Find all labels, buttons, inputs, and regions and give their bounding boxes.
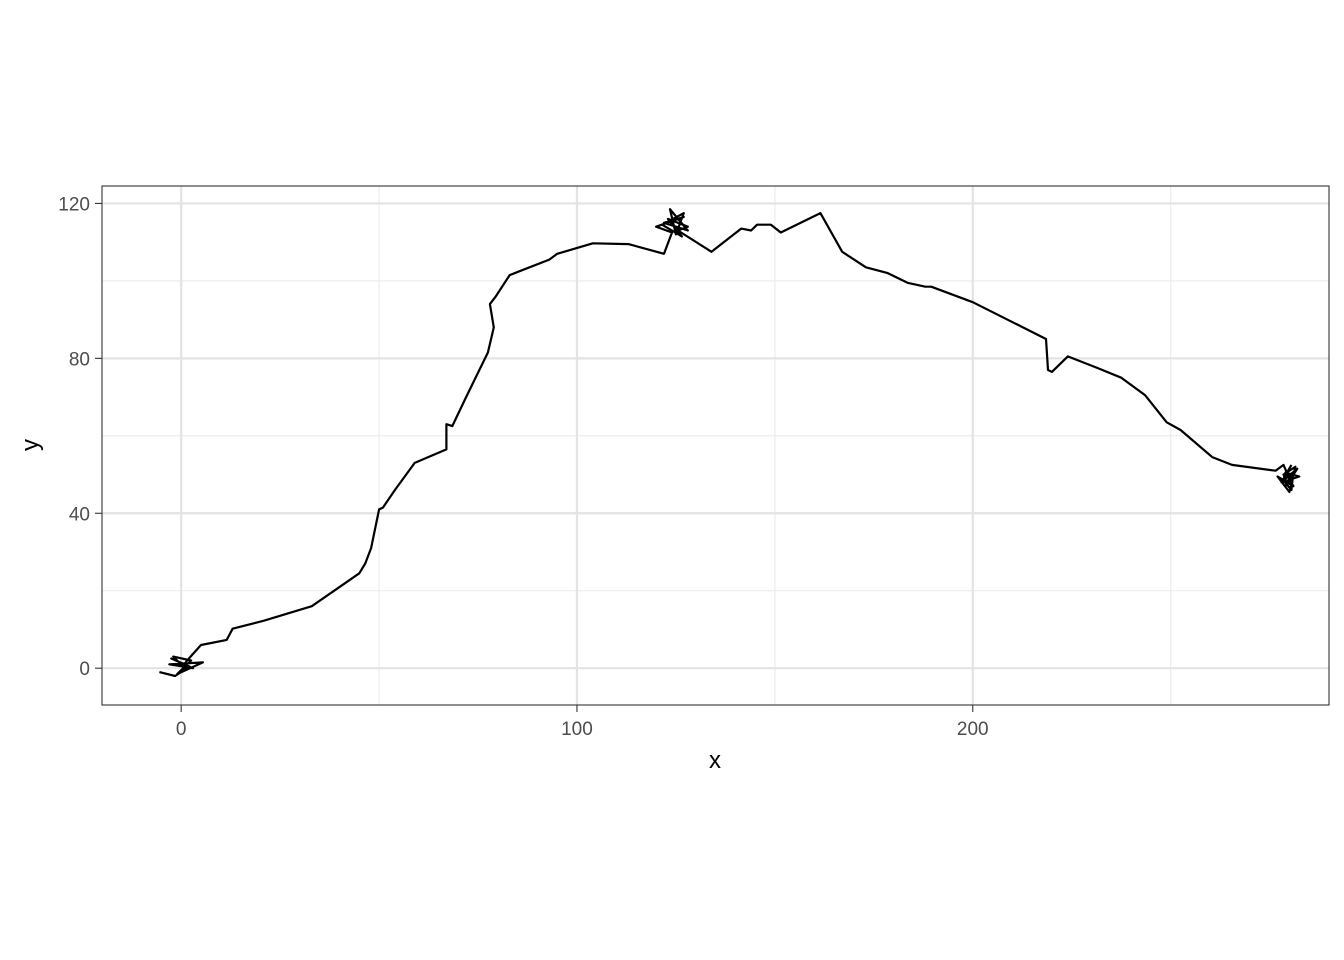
y-tick-label: 80 — [69, 349, 90, 370]
x-tick-label: 100 — [561, 719, 593, 740]
y-tick-label: 0 — [79, 659, 90, 680]
y-axis-title: y — [17, 439, 44, 451]
x-axis-title: x — [709, 747, 721, 774]
data-series-line — [159, 208, 1301, 678]
plot-panel-background — [102, 186, 1329, 705]
y-axis-ticks: 0 40 80 120 — [58, 194, 102, 680]
y-tick-label: 120 — [58, 194, 90, 215]
major-gridlines — [102, 186, 1329, 705]
x-tick-label: 200 — [957, 719, 989, 740]
x-axis-ticks: 0 100 200 — [176, 705, 989, 740]
minor-gridlines — [102, 186, 1329, 705]
y-tick-label: 40 — [69, 504, 90, 525]
x-tick-label: 0 — [176, 719, 187, 740]
plot-panel-border — [101, 185, 1330, 706]
